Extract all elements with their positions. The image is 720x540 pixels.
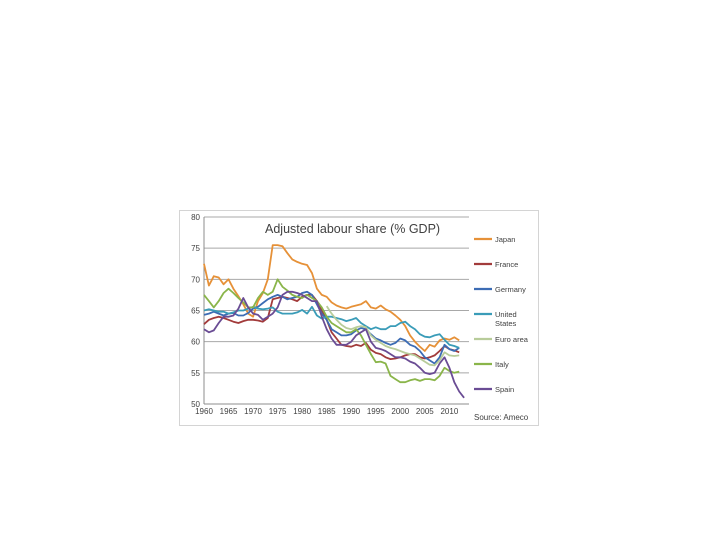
y-tick-label-70: 70 (191, 275, 200, 284)
x-tick-label-1975: 1975 (269, 407, 287, 416)
x-tick-label-1990: 1990 (342, 407, 360, 416)
x-tick-label-2000: 2000 (391, 407, 409, 416)
y-tick-label-55: 55 (191, 369, 200, 378)
series-line-spain (203, 290, 465, 399)
legend-label-germany: Germany (495, 285, 526, 294)
legend-label-japan: Japan (495, 235, 515, 244)
series-line-japan (203, 244, 460, 352)
y-tick-label-80: 80 (191, 213, 200, 222)
y-tick-label-75: 75 (191, 244, 200, 253)
x-tick-label-1980: 1980 (293, 407, 311, 416)
series-line-france (203, 294, 460, 361)
series-line-germany (203, 290, 460, 365)
chart-image: 50 55 60 65 70 75 80 1960 1965 1970 1975 1980 1985 1… (179, 210, 539, 426)
legend: Japan France Germany United States Euro area I… (474, 235, 529, 394)
grid-lines (204, 216, 469, 374)
x-tick-label-1960: 1960 (195, 407, 213, 416)
chart-title: Adjusted labour share (% GDP) (265, 222, 440, 236)
series-line-euro-area (325, 305, 460, 367)
y-tick-labels: 50 55 60 65 70 75 80 (191, 213, 200, 409)
source-label: Source: Ameco (474, 413, 529, 422)
series-line-united-states (203, 305, 460, 349)
x-tick-label-2005: 2005 (416, 407, 434, 416)
x-tick-label-1985: 1985 (318, 407, 336, 416)
legend-label-euro-area: Euro area (495, 335, 529, 344)
legend-label-spain: Spain (495, 385, 514, 394)
series-lines (203, 244, 465, 399)
x-tick-label-1970: 1970 (244, 407, 262, 416)
x-tick-label-1965: 1965 (220, 407, 238, 416)
x-tick-label-1995: 1995 (367, 407, 385, 416)
x-tick-label-2010: 2010 (440, 407, 458, 416)
x-tick-labels: 1960 1965 1970 1975 1980 1985 1990 1995 2000 2005… (195, 407, 459, 416)
y-tick-label-60: 60 (191, 338, 200, 347)
legend-label-united-states: United States (495, 310, 517, 328)
legend-label-italy: Italy (495, 360, 509, 369)
y-tick-label-65: 65 (191, 307, 200, 316)
y-tick-label-50: 50 (191, 400, 200, 409)
legend-label-france: France (495, 260, 518, 269)
